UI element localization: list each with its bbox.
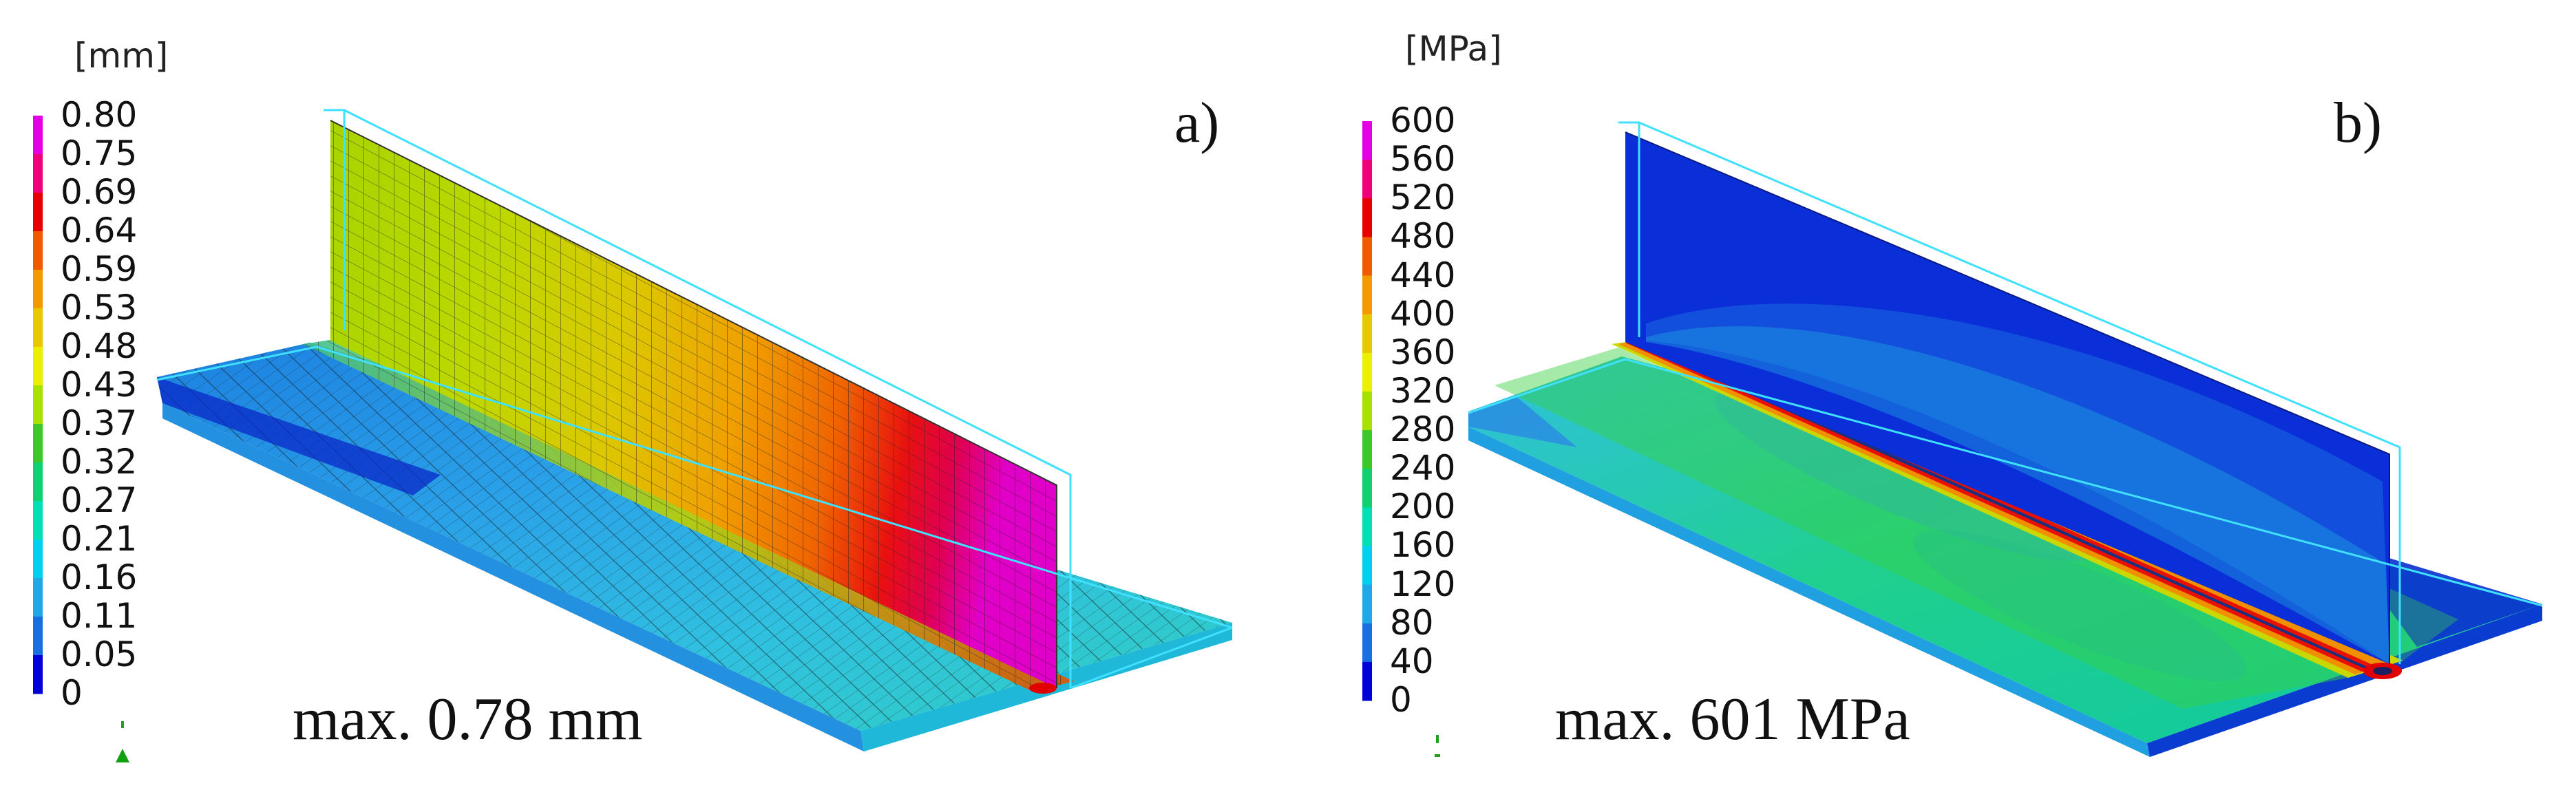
legend-swatch xyxy=(1362,198,1372,237)
legend-tick-label: 0.75 xyxy=(61,134,138,173)
legend-swatch xyxy=(1362,469,1372,508)
legend-swatch xyxy=(1362,160,1372,199)
legend-tick-label: 600 xyxy=(1390,100,1456,140)
legend-tick-label: 0.05 xyxy=(61,634,138,674)
legend-tick-label: 0.69 xyxy=(61,172,138,212)
legend-swatch xyxy=(1362,507,1372,546)
panel-letter-a: a) xyxy=(1174,91,1220,155)
plate-front-left xyxy=(1468,427,2150,757)
legend-swatch xyxy=(33,385,43,425)
legend-swatch xyxy=(33,270,43,309)
legend-unit-a: [mm] xyxy=(74,36,169,76)
legend-swatch xyxy=(33,424,43,463)
panel-b-graphics xyxy=(1362,121,2543,757)
max-value-label-b: max. 601 MPa xyxy=(1555,686,1910,753)
legend-swatch xyxy=(1362,237,1372,277)
plate-front-right xyxy=(2147,604,2542,757)
undeformed-outline xyxy=(156,109,1233,690)
axis-triad-icon xyxy=(1435,735,1440,757)
undeformed-outline xyxy=(1468,121,2543,664)
legend-tick-label: 0.16 xyxy=(61,557,138,597)
legend-tick-label: 560 xyxy=(1390,139,1456,180)
legend-tick-label: 0.27 xyxy=(61,480,138,520)
legend-swatch xyxy=(33,655,43,694)
legend-tick-label: 320 xyxy=(1390,370,1456,411)
legend-tick-label: 480 xyxy=(1390,216,1456,257)
legend-swatch xyxy=(33,193,43,232)
legend-colorbar-b xyxy=(1362,121,1372,701)
legend-swatch xyxy=(33,501,43,540)
legend-swatch xyxy=(33,154,43,193)
legend-tick-label: 80 xyxy=(1390,602,1434,643)
legend-unit-b: [MPa] xyxy=(1405,29,1502,69)
legend-swatch xyxy=(33,308,43,348)
legend-tick-label: 0.21 xyxy=(61,519,138,559)
legend-tick-label: 400 xyxy=(1390,293,1456,334)
plate-front-left xyxy=(162,403,864,751)
panel-letter-b: b) xyxy=(2334,91,2382,155)
legend-tick-label: 160 xyxy=(1390,525,1456,566)
legend-tick-label: 40 xyxy=(1390,641,1434,681)
legend-swatch xyxy=(33,462,43,502)
legend-swatch xyxy=(1362,121,1372,160)
legend-swatch xyxy=(33,231,43,270)
legend-tick-label: 0 xyxy=(61,673,83,713)
legend-swatch xyxy=(1362,623,1372,663)
legend-tick-label: 440 xyxy=(1390,255,1456,295)
legend-tick-label: 120 xyxy=(1390,564,1456,604)
legend-tick-label: 0.37 xyxy=(61,403,138,443)
legend-swatch xyxy=(33,347,43,386)
weld-stress-bands xyxy=(1612,337,2403,678)
legend-swatch xyxy=(1362,584,1372,624)
legend-swatch xyxy=(1362,314,1372,354)
legend-tick-label: 0 xyxy=(1390,680,1412,720)
legend-swatch xyxy=(33,540,43,579)
panel-a-graphics xyxy=(33,109,1233,762)
axis-triad-icon xyxy=(116,721,129,762)
legend-tick-label: 0.59 xyxy=(61,249,138,289)
legend-swatch xyxy=(33,617,43,656)
legend-swatch xyxy=(1362,391,1372,431)
legend-tick-label: 200 xyxy=(1390,487,1456,527)
legend-tick-label: 0.43 xyxy=(61,365,138,405)
legend-tick-label: 520 xyxy=(1390,178,1456,218)
max-value-label-a: max. 0.78 mm xyxy=(293,686,643,753)
legend-swatch xyxy=(1362,661,1372,701)
legend-swatch xyxy=(1362,546,1372,586)
legend-swatch xyxy=(1362,275,1372,315)
legend-colorbar-a xyxy=(33,116,43,694)
legend-tick-label: 280 xyxy=(1390,409,1456,450)
legend-tick-label: 0.64 xyxy=(61,211,138,250)
legend-swatch xyxy=(1362,430,1372,469)
legend-tick-label: 0.53 xyxy=(61,288,138,328)
legend-swatch xyxy=(1362,352,1372,392)
legend-swatch xyxy=(33,578,43,617)
legend-swatch xyxy=(33,116,43,155)
panel-b-stress: [MPa] 600 560 520 480 440 400 360 320 280 240 200 1… xyxy=(1288,0,2576,801)
legend-tick-label: 240 xyxy=(1390,448,1456,489)
legend-tick-label: 0.32 xyxy=(61,442,138,482)
legend-tick-label: 0.48 xyxy=(61,326,138,366)
legend-tick-label: 0.80 xyxy=(61,95,138,135)
legend-tick-label: 360 xyxy=(1390,332,1456,372)
panel-a-displacement: [mm] 0.80 0.75 0.69 0.64 0.59 0.53 0.48 0.43 0.3… xyxy=(33,36,1233,762)
legend-tick-label: 0.11 xyxy=(61,596,138,636)
